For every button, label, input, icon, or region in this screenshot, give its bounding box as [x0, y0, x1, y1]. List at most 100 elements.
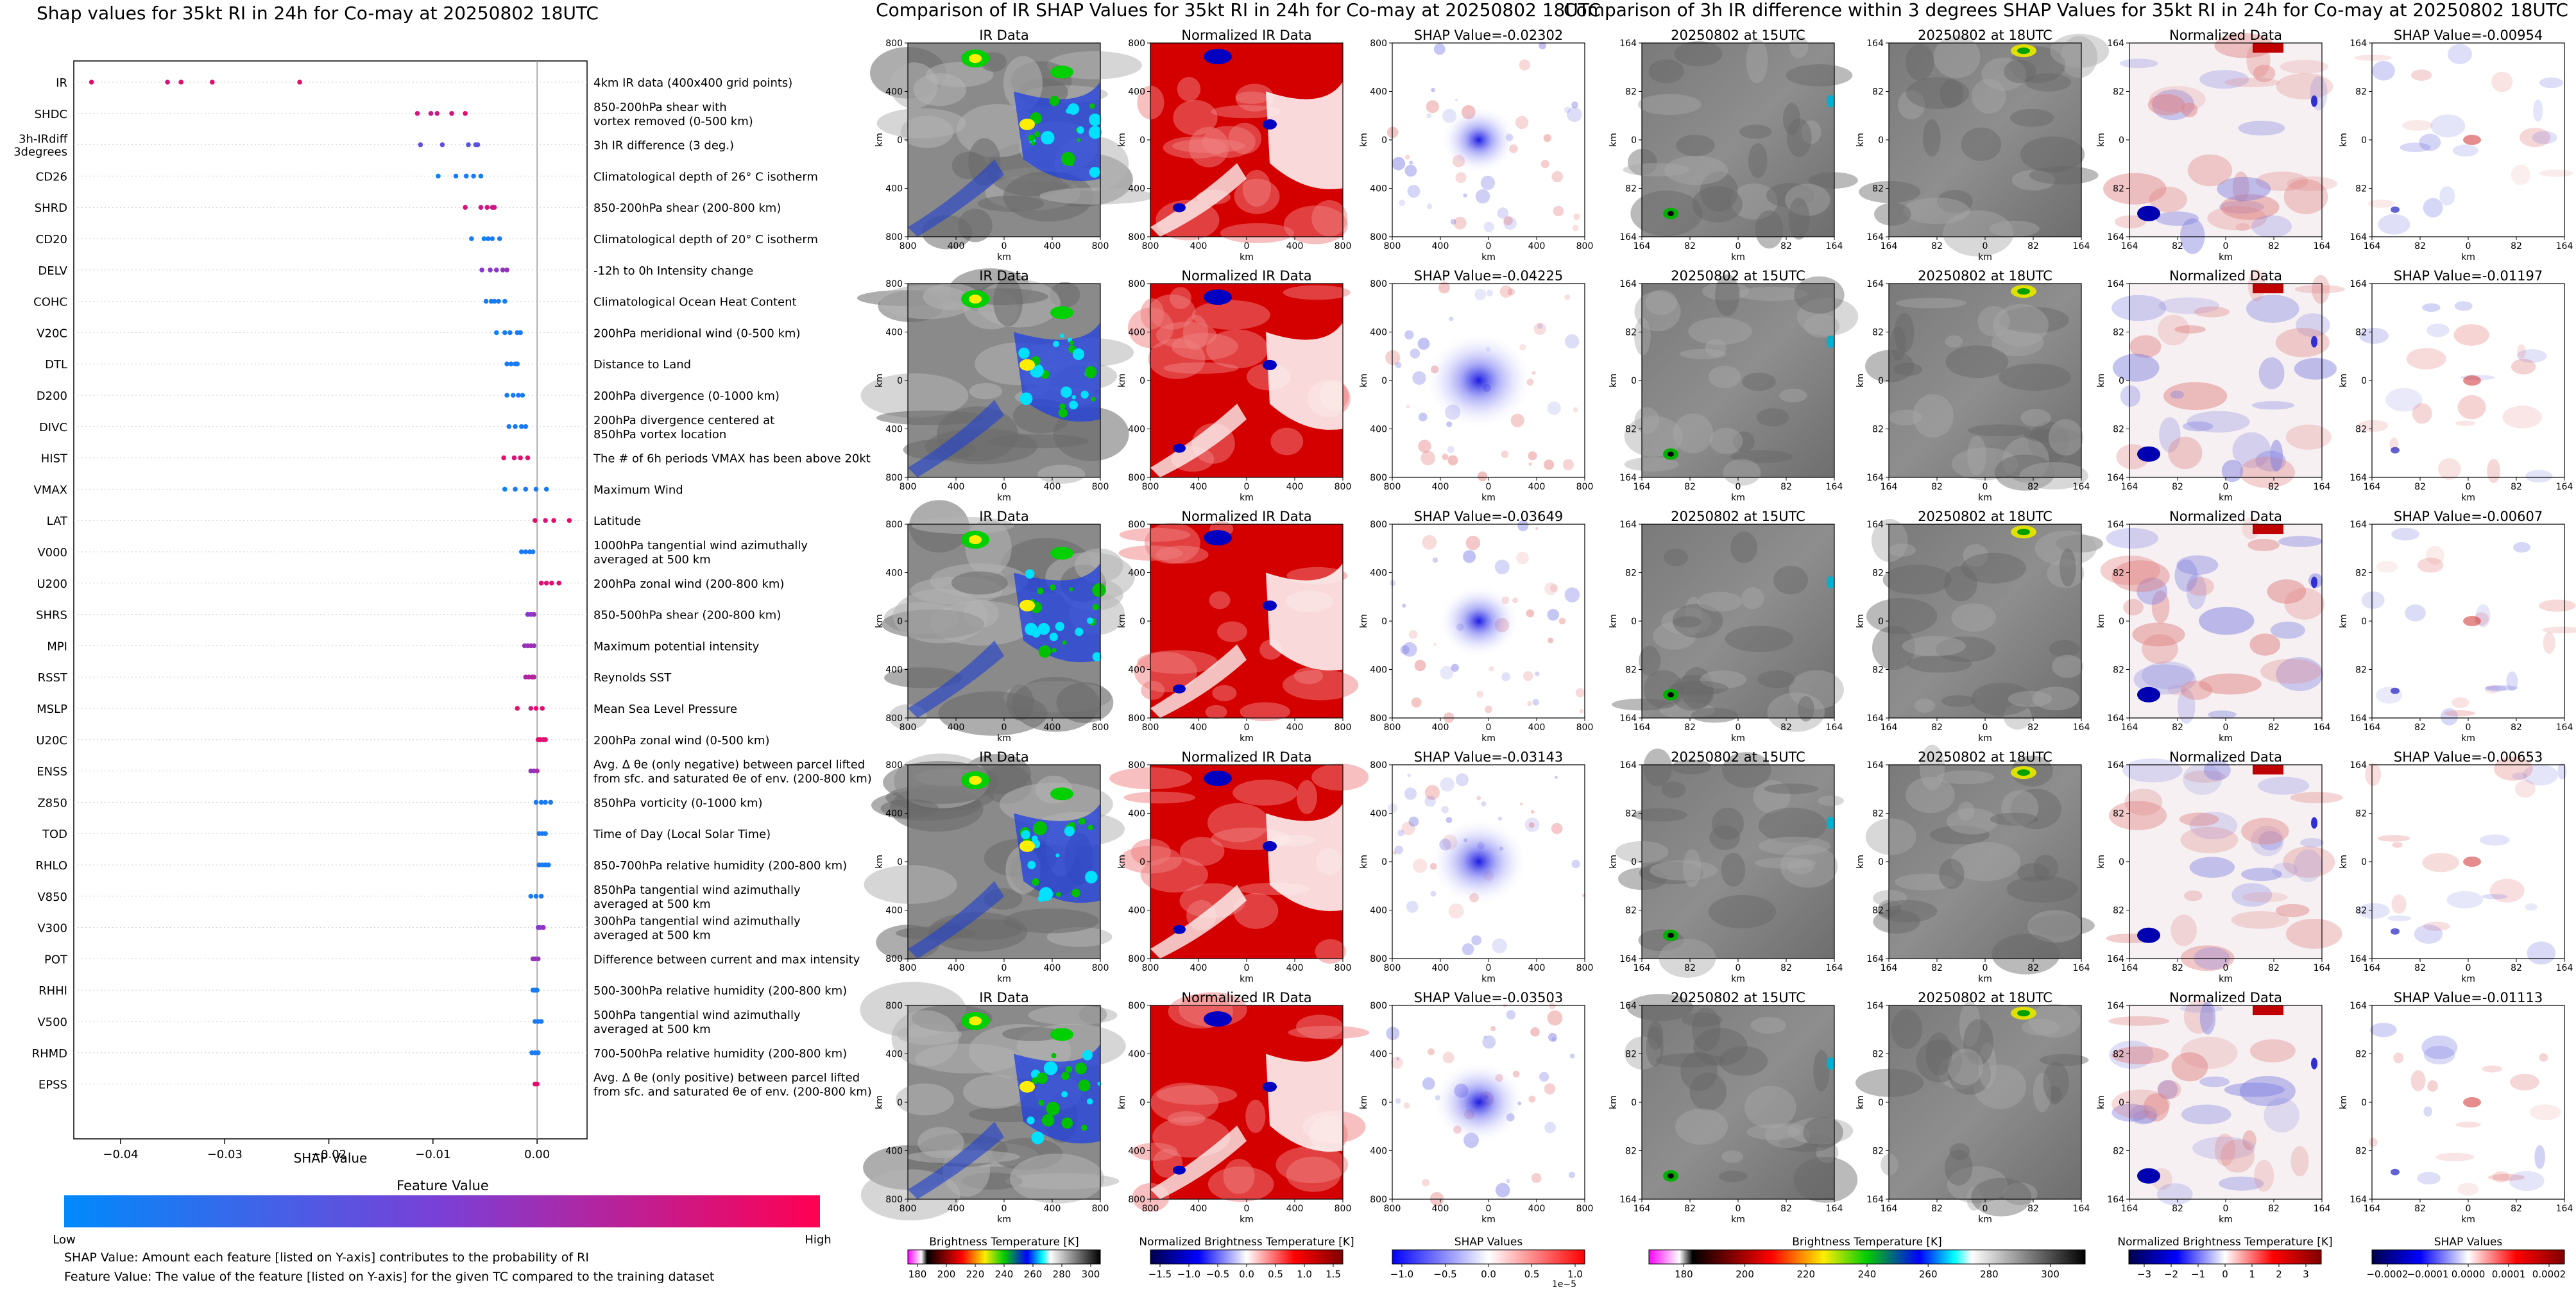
shap-panel-title: SHAP Value=-0.00653	[2394, 749, 2543, 765]
sat-cloud	[1963, 543, 1988, 567]
norm-blue-cell	[1204, 1011, 1232, 1027]
norm-patch	[1209, 591, 1231, 610]
sat-cloud	[1966, 1186, 1983, 1211]
panel-x-tick-label: 0	[2466, 963, 2471, 973]
panel-x-tick-label: 800	[1335, 722, 1352, 733]
feature-row: SHRS 850-500hPa shear (200-800 km)	[36, 609, 781, 622]
shap-point	[520, 393, 525, 398]
panel-x-tick-label: 82	[2172, 482, 2183, 492]
convective-cell	[1027, 860, 1036, 869]
shap-speckle	[1501, 672, 1511, 681]
dshap-patch	[2539, 169, 2573, 177]
sat-cloud	[1907, 654, 1972, 673]
sat-cloud	[1803, 1116, 1843, 1148]
panel-x-tick-label: 0	[2223, 482, 2229, 492]
panel-y-tick-label: 164	[1619, 713, 1637, 724]
ndiff-patch	[2143, 1093, 2169, 1122]
sat-cloud	[1999, 363, 2071, 391]
ndiff-patch	[2184, 890, 2203, 901]
ndiff-patch	[2129, 1104, 2158, 1125]
panel-x-axis-label: km	[2461, 252, 2475, 262]
shap-speckle	[1564, 107, 1571, 114]
ndiff-patch	[2120, 58, 2158, 69]
panel-title: Normalized IR Data	[1181, 28, 1311, 43]
center-cell	[1019, 1080, 1035, 1093]
dshap-patch	[2422, 303, 2441, 312]
panel-y-tick-label: 82	[2355, 425, 2367, 435]
panel-x-tick-label: 82	[1931, 722, 1943, 733]
shap-speckle	[1446, 421, 1453, 427]
sat-cloud	[1916, 1039, 1963, 1083]
convective-cell	[1080, 390, 1089, 399]
norm-patch	[1220, 223, 1295, 243]
norm-patch	[1207, 803, 1269, 842]
top-cell-core	[969, 1016, 982, 1026]
panel-x-tick-label: 82	[2027, 1204, 2039, 1214]
norm-lower-band	[1150, 885, 1247, 959]
sat-cloud	[1730, 450, 1793, 463]
ndiff-patch	[2290, 1146, 2309, 1177]
shap-blob	[1438, 585, 1519, 658]
sat-cloud	[2027, 914, 2095, 936]
sat-cloud	[1755, 210, 1784, 249]
sat-cloud	[1643, 748, 1672, 787]
convective-cell	[1075, 627, 1084, 636]
ndiff-patch	[2296, 313, 2330, 337]
convective-band	[1014, 322, 1100, 422]
ndiff-patch	[2132, 622, 2185, 647]
sat-cloud	[1787, 859, 1814, 875]
shap-point	[504, 268, 509, 273]
panel-y-tick-label: 800	[1370, 1001, 1387, 1011]
panel-x-tick-label: 164	[1633, 1204, 1651, 1214]
feature-code-label: LAT	[47, 515, 68, 528]
feature-description: averaged at 500 km	[593, 553, 711, 567]
shap-point	[453, 173, 459, 179]
sat-cloud	[2028, 1003, 2081, 1038]
panel-x-tick-label: 82	[2027, 963, 2039, 973]
dshap-patch	[2539, 1053, 2548, 1062]
shap-point	[297, 80, 302, 85]
dshap-patch	[2513, 542, 2530, 553]
shap-point	[165, 80, 170, 85]
panel-x-axis-label: km	[997, 974, 1011, 984]
panel-y-tick-label: 164	[1866, 760, 1884, 771]
ndiff-patch	[2260, 658, 2322, 684]
shap-point	[510, 393, 516, 398]
ndiff-patch	[2186, 574, 2206, 610]
shap-speckle	[1411, 697, 1422, 708]
panel-y-tick-label: 800	[1128, 520, 1145, 530]
convective-cell	[1031, 1131, 1045, 1145]
norm-patch	[1293, 667, 1324, 685]
dshap-patch	[2435, 1152, 2475, 1161]
sat-cloud	[1634, 407, 1660, 434]
panel-x-tick-label: 400	[1286, 482, 1304, 492]
shap-point	[523, 486, 529, 492]
shap-point	[538, 1019, 544, 1024]
ndiff-patch	[2219, 1176, 2264, 1191]
panel-x-tick-label: 82	[2027, 482, 2039, 492]
panel-x-tick-label: 82	[2027, 241, 2039, 252]
diff-colorbar-label: SHAP Values	[2434, 1236, 2503, 1249]
panel-y-tick-label: 82	[2113, 1147, 2124, 1157]
panel-title: 20250802 at 18UTC	[1918, 268, 2052, 284]
norm-patch	[1123, 791, 1196, 804]
sat-edge-cell	[1827, 816, 1834, 830]
shap-speckle	[1497, 816, 1503, 821]
feature-description: 200hPa divergence (0-1000 km)	[593, 389, 780, 403]
sat-edge-cell	[1827, 1057, 1834, 1070]
sat-cloud	[1905, 44, 1934, 81]
shap-speckle	[1492, 938, 1507, 953]
ndiff-patch	[2275, 327, 2330, 357]
sat-cloud	[1779, 1133, 1835, 1152]
panel-y-tick-label: 0	[897, 1098, 903, 1108]
panel-x-axis-label: km	[1731, 733, 1745, 744]
shap-panel-title: SHAP Value=-0.01113	[2394, 990, 2543, 1005]
feature-code-label: 3degrees	[13, 146, 67, 159]
ndiff-background	[2129, 765, 2322, 959]
ndiff-patch	[2177, 689, 2196, 724]
feature-row: CD26 Climatological depth of 26° C isothe…	[36, 170, 818, 184]
